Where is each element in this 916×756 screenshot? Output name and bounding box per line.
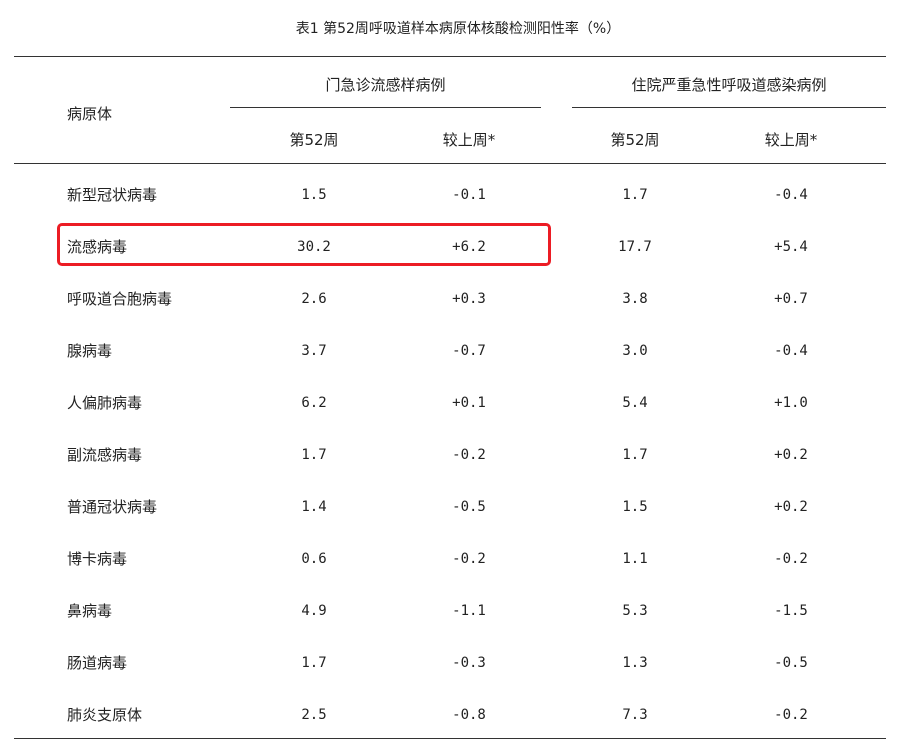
cell-op-week: 4.9	[301, 603, 327, 619]
cell-ip-week: 3.8	[622, 291, 648, 307]
header-pathogen: 病原体	[67, 105, 113, 123]
cell-ip-change: +0.7	[774, 291, 808, 307]
cell-op-week: 30.2	[297, 239, 331, 255]
cell-op-change: -0.2	[452, 551, 486, 567]
cell-ip-week: 1.7	[622, 447, 648, 463]
cell-ip-change: -0.4	[774, 187, 808, 203]
cell-name: 普通冠状病毒	[67, 498, 158, 516]
header-group-inpatient: 住院严重急性呼吸道感染病例	[631, 76, 827, 94]
cell-op-week: 1.5	[301, 187, 327, 203]
bottom-rule	[14, 738, 886, 739]
cell-name: 呼吸道合胞病毒	[67, 290, 173, 308]
cell-ip-week: 7.3	[622, 707, 648, 723]
cell-op-change: -1.1	[452, 603, 486, 619]
cell-name: 流感病毒	[67, 238, 128, 256]
cell-name: 肺炎支原体	[67, 706, 143, 724]
cell-op-change: +0.3	[452, 291, 486, 307]
highlight-box-influenza	[57, 223, 551, 266]
inpatient-group-rule	[572, 107, 886, 108]
cell-name: 腺病毒	[67, 342, 113, 360]
header-op-week: 第52周	[289, 131, 339, 149]
cell-op-week: 2.5	[301, 707, 327, 723]
cell-ip-change: -0.4	[774, 343, 808, 359]
cell-op-week: 2.6	[301, 291, 327, 307]
cell-op-week: 1.7	[301, 447, 327, 463]
cell-ip-change: -0.2	[774, 551, 808, 567]
cell-ip-change: +5.4	[774, 239, 808, 255]
cell-op-week: 1.4	[301, 499, 327, 515]
cell-ip-week: 1.3	[622, 655, 648, 671]
header-ip-change: 较上周*	[764, 131, 818, 149]
header-ip-week: 第52周	[610, 131, 660, 149]
cell-ip-week: 5.3	[622, 603, 648, 619]
cell-ip-week: 1.1	[622, 551, 648, 567]
cell-op-week: 0.6	[301, 551, 327, 567]
cell-ip-change: +0.2	[774, 447, 808, 463]
cell-name: 肠道病毒	[67, 654, 128, 672]
cell-name: 人偏肺病毒	[67, 394, 143, 412]
cell-name: 博卡病毒	[67, 550, 128, 568]
cell-name: 副流感病毒	[67, 446, 143, 464]
cell-op-change: -0.8	[452, 707, 486, 723]
table-title: 表1 第52周呼吸道样本病原体核酸检测阳性率（%）	[295, 21, 621, 37]
cell-op-change: -0.1	[452, 187, 486, 203]
cell-ip-week: 1.7	[622, 187, 648, 203]
cell-ip-week: 5.4	[622, 395, 648, 411]
cell-op-change: +6.2	[452, 239, 486, 255]
cell-op-change: -0.5	[452, 499, 486, 515]
cell-op-change: -0.3	[452, 655, 486, 671]
cell-ip-change: -0.2	[774, 707, 808, 723]
cell-ip-change: +0.2	[774, 499, 808, 515]
cell-ip-change: -0.5	[774, 655, 808, 671]
cell-op-week: 1.7	[301, 655, 327, 671]
header-group-outpatient: 门急诊流感样病例	[325, 76, 446, 94]
cell-op-week: 6.2	[301, 395, 327, 411]
cell-name: 鼻病毒	[67, 602, 113, 620]
cell-op-change: +0.1	[452, 395, 486, 411]
cell-ip-change: -1.5	[774, 603, 808, 619]
top-rule	[14, 56, 886, 57]
header-bottom-rule	[14, 163, 886, 164]
header-op-change: 较上周*	[442, 131, 496, 149]
cell-ip-change: +1.0	[774, 395, 808, 411]
cell-ip-week: 3.0	[622, 343, 648, 359]
cell-name: 新型冠状病毒	[67, 186, 158, 204]
cell-op-week: 3.7	[301, 343, 327, 359]
cell-op-change: -0.7	[452, 343, 486, 359]
cell-ip-week: 1.5	[622, 499, 648, 515]
cell-ip-week: 17.7	[618, 239, 652, 255]
outpatient-group-rule	[230, 107, 541, 108]
cell-op-change: -0.2	[452, 447, 486, 463]
